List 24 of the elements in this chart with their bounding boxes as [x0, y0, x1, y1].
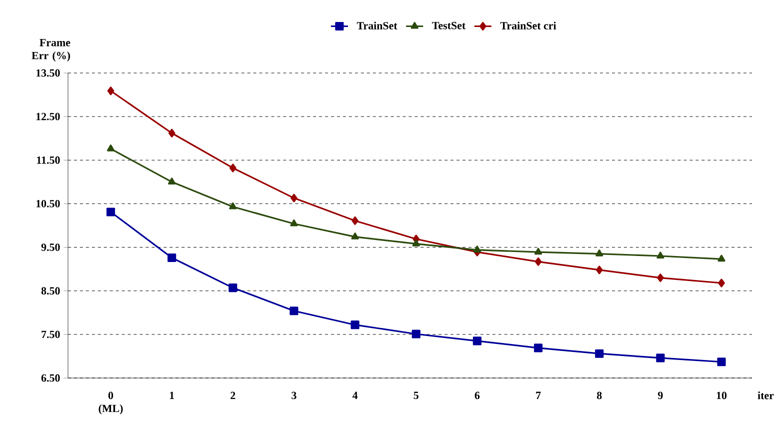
- y-tick-label: 11.50: [37, 156, 60, 164]
- x-tick-label: 3: [292, 392, 296, 400]
- y-tick-label: 9.50: [41, 244, 60, 252]
- y-axis-title: Frame Err (%): [32, 39, 70, 62]
- x-tick-label: 1: [170, 392, 174, 400]
- y-tick-label: 12.50: [36, 112, 60, 120]
- x-tick-label: 10: [716, 392, 727, 400]
- legend-label: TestSet: [432, 22, 466, 30]
- x-tick-label: 2: [230, 392, 236, 400]
- x-tick-label: 4: [352, 392, 358, 399]
- x-tick-label: 0 (ML): [98, 392, 123, 414]
- y-tick-label: 13.50: [36, 69, 60, 77]
- x-axis-title: iter: [758, 392, 774, 400]
- legend-label: TrainSet: [356, 22, 398, 30]
- x-tick-label: 5: [414, 392, 418, 400]
- x-tick-label: 6: [474, 392, 480, 400]
- y-tick-label: 6.50: [41, 374, 60, 382]
- y-tick-label: 10.50: [36, 200, 60, 208]
- legend-label: TrainSet cri: [500, 22, 556, 30]
- x-tick-label: 9: [658, 392, 663, 400]
- y-tick-label: 8.50: [41, 287, 60, 295]
- x-tick-label: 8: [596, 392, 602, 400]
- x-tick-label: 7: [536, 392, 541, 399]
- y-tick-label: 7.50: [42, 330, 60, 338]
